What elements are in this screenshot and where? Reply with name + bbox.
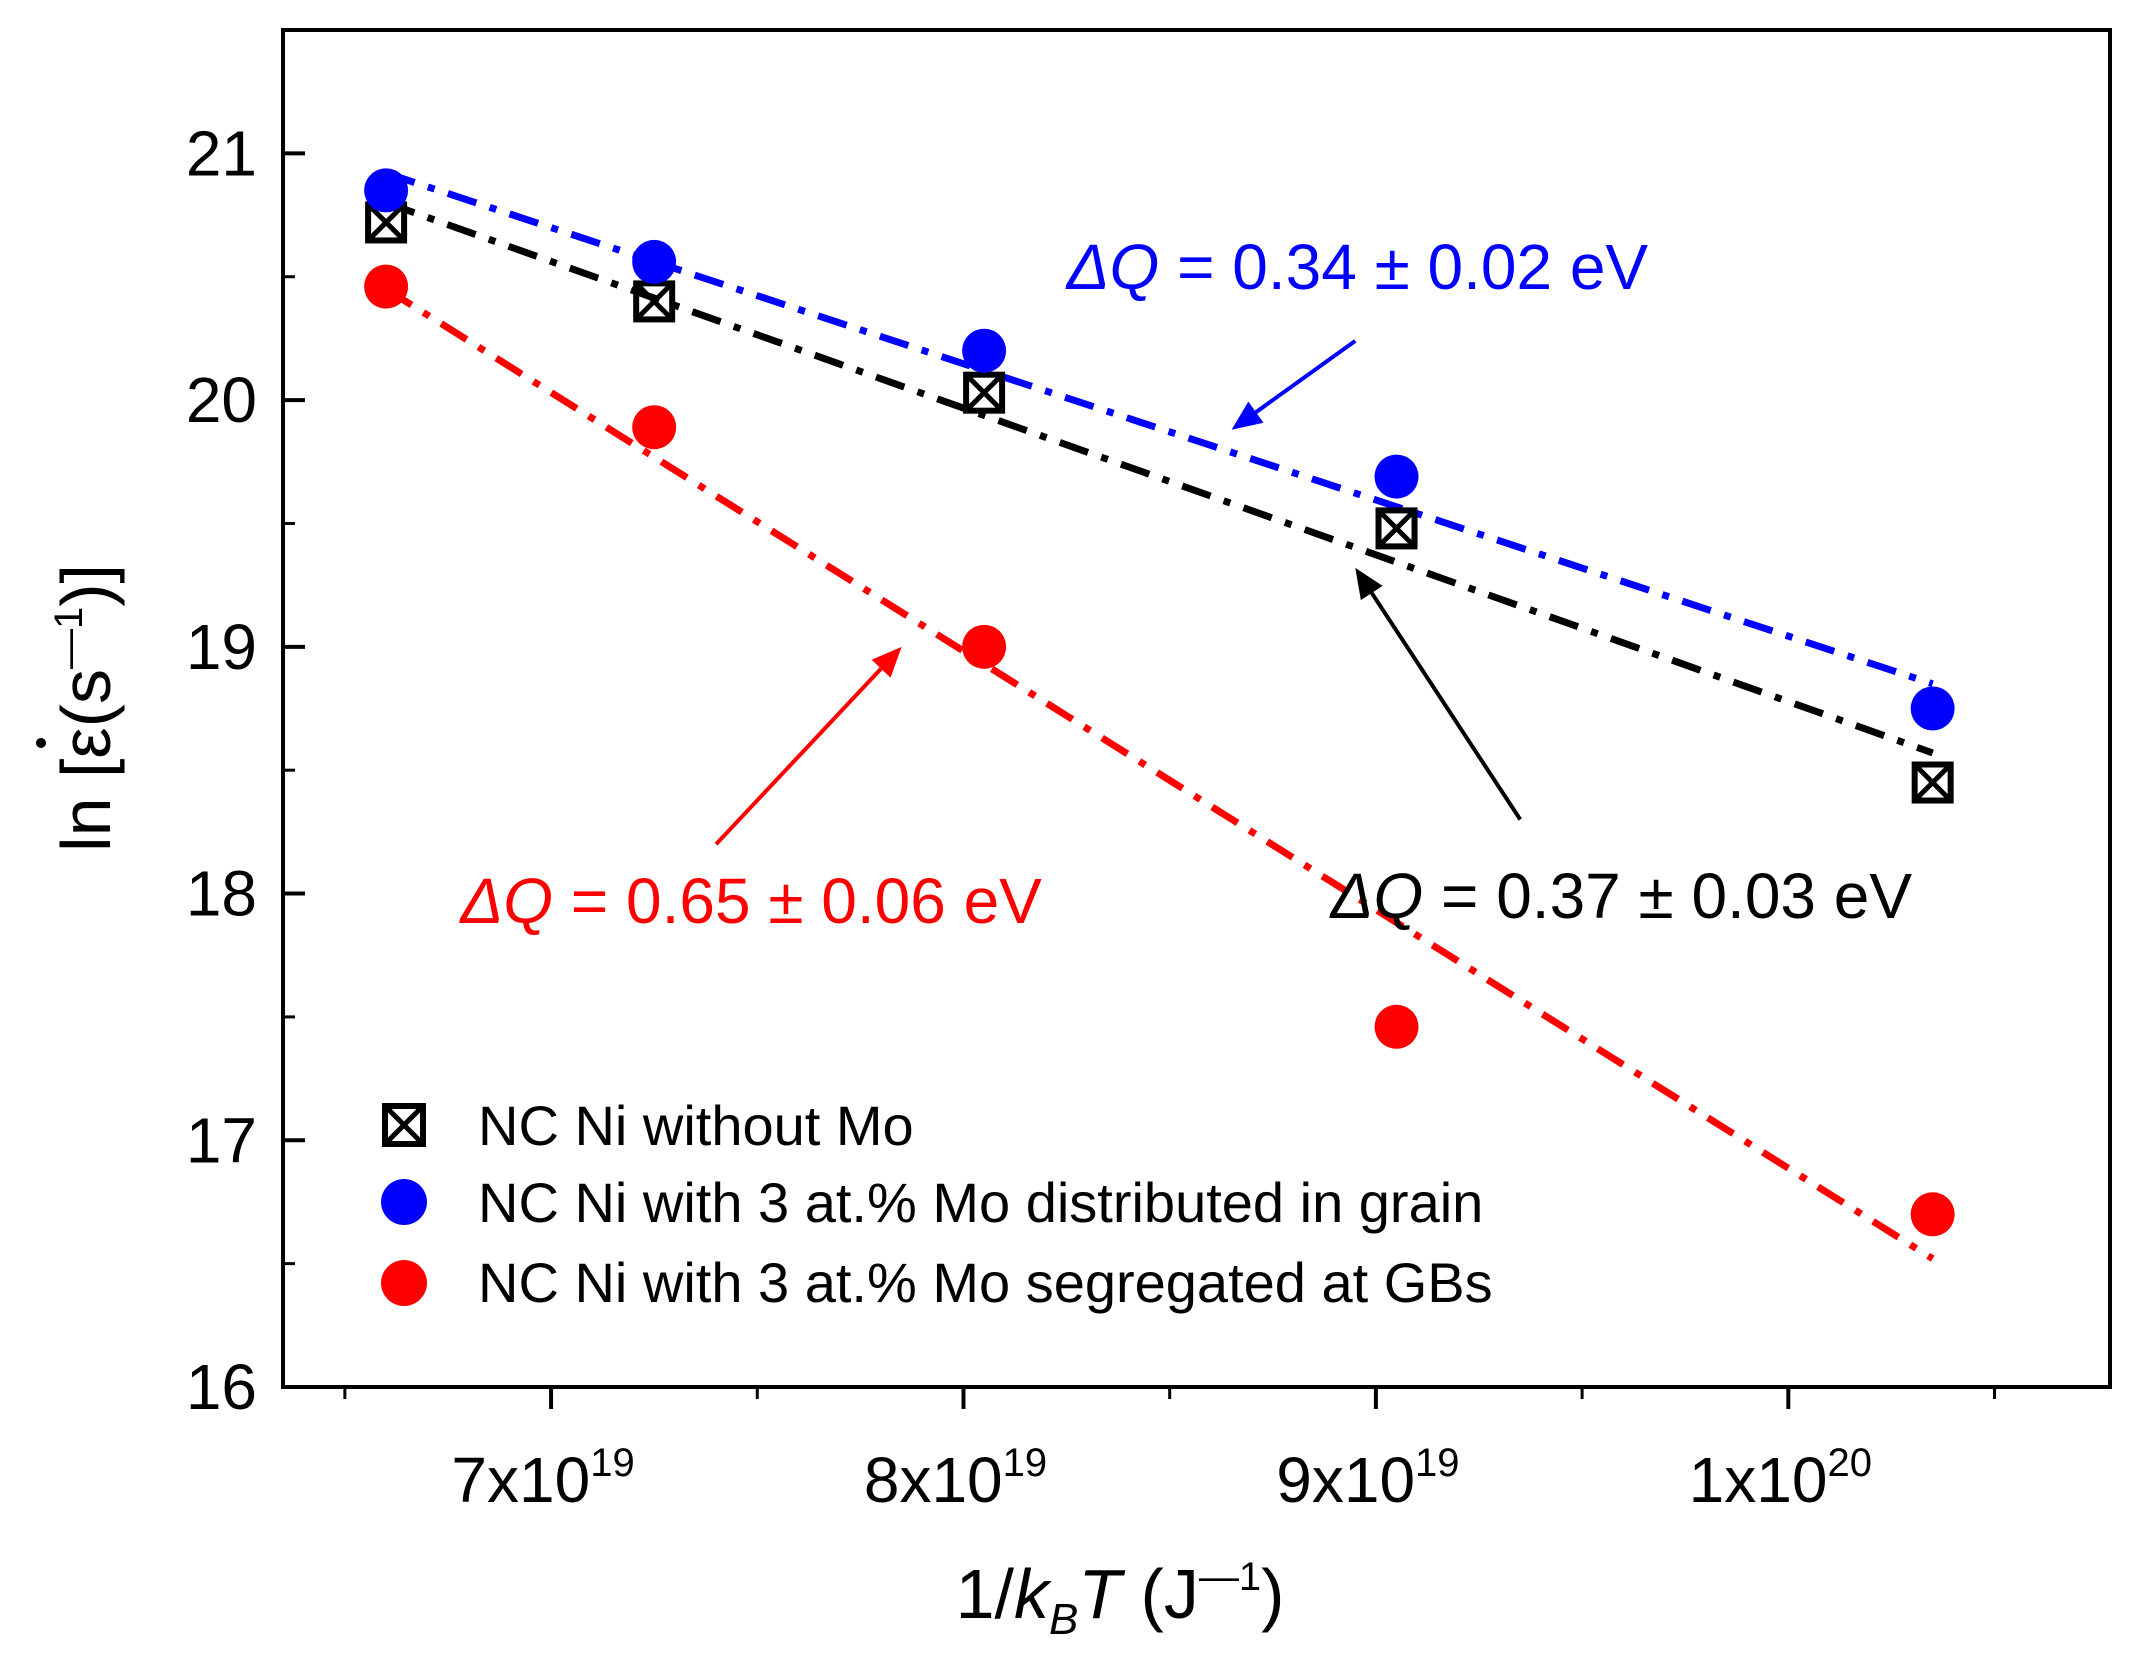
point-series-1 (1374, 454, 1419, 499)
legend-marker-blue-circle (381, 1179, 427, 1225)
point-without-mo (1375, 507, 1418, 550)
y-tick-label: 16 (186, 1351, 257, 1423)
legend-label: NC Ni with 3 at.% Mo segregated at GBs (478, 1251, 1493, 1314)
point-series-2 (632, 405, 677, 450)
legend-entry-segregated-at-gbs: NC Ni with 3 at.% Mo segregated at GBs (381, 1251, 1493, 1314)
axis-ticks: 16 17 18 19 20 21 7x1019 8x1019 9x1019 1x1020 (186, 28, 1997, 1516)
point-without-mo (963, 371, 1006, 414)
epsilon-dot: ε (47, 727, 125, 758)
annotation-arrowhead-red (871, 646, 902, 678)
point-without-mo (1911, 761, 1954, 804)
y-tick-label: 21 (186, 117, 257, 189)
legend: NC Ni without Mo NC Ni with 3 at.% Mo di… (381, 1094, 1493, 1314)
point-without-mo (633, 280, 676, 323)
point-series-2 (962, 624, 1007, 669)
annotation-arrowhead-black (1355, 567, 1383, 601)
point-series-1 (632, 239, 677, 284)
y-axis-title: ln [ε(s—1)] (47, 564, 125, 852)
x-axis-title: 1/kBT (J—1) (956, 1555, 1285, 1644)
fit-line-series-2 (384, 286, 1935, 1262)
legend-label: NC Ni without Mo (478, 1094, 914, 1157)
x-tick-label: 7x1019 (451, 1441, 634, 1516)
point-series-2 (364, 264, 409, 309)
legend-marker-red-circle (381, 1260, 427, 1306)
point-series-1 (962, 328, 1007, 373)
annotation-text-red: ΔQ = 0.65 ± 0.06 eV (458, 865, 1042, 937)
point-series-2 (1910, 1192, 1955, 1237)
y-tick-label: 17 (186, 1104, 257, 1176)
y-tick-label: 19 (186, 611, 257, 683)
annotation-text-black: ΔQ = 0.37 ± 0.03 eV (1329, 860, 1913, 932)
y-tick-label: 18 (186, 858, 257, 930)
data-points (364, 168, 1955, 1237)
x-tick-label: 1x1020 (1689, 1441, 1872, 1516)
legend-label: NC Ni with 3 at.% Mo distributed in grai… (478, 1171, 1483, 1234)
annotations: ΔQ = 0.34 ± 0.02 eV ΔQ = 0.37 ± 0.03 eV ΔQ… (458, 231, 1912, 937)
y-tick-label: 20 (186, 364, 257, 436)
x-tick-label: 9x1019 (1276, 1441, 1459, 1516)
legend-marker-crossed-square (382, 1103, 426, 1147)
point-series-1 (364, 168, 409, 213)
point-series-2 (1374, 1004, 1419, 1049)
epsilon-dot-mark (36, 737, 46, 748)
annotation-arrow-blue (1254, 339, 1357, 414)
legend-entry-without-mo: NC Ni without Mo (382, 1094, 914, 1157)
legend-entry-distributed-in-grain: NC Ni with 3 at.% Mo distributed in grai… (381, 1171, 1483, 1234)
plot-frame (281, 28, 2112, 1389)
x-tick-label: 8x1019 (864, 1441, 1047, 1516)
annotation-text-blue: ΔQ = 0.34 ± 0.02 eV (1065, 231, 1649, 303)
annotation-arrow-black (1370, 591, 1522, 821)
annotation-arrowhead-blue (1231, 401, 1264, 430)
annotation-arrow-red (714, 667, 883, 846)
point-series-1 (1910, 686, 1955, 731)
